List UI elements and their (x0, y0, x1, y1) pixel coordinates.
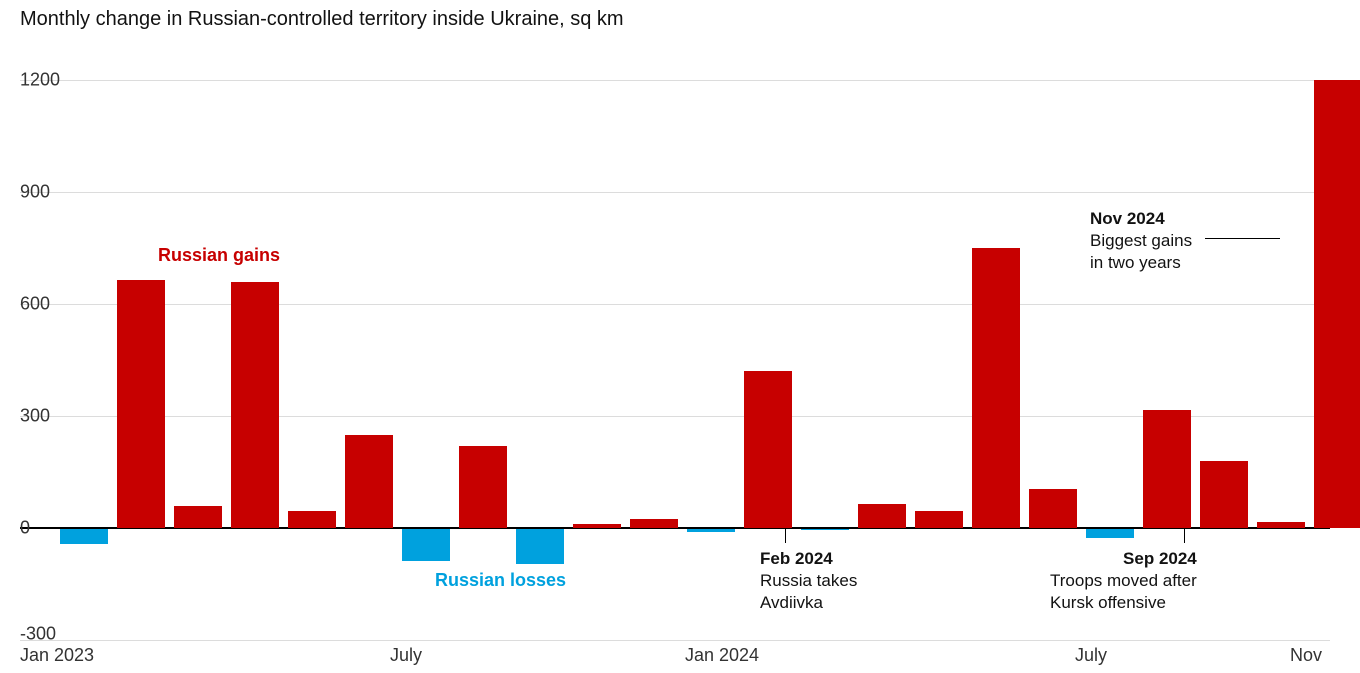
bar (402, 529, 450, 561)
bar (345, 435, 393, 528)
bar (1143, 410, 1191, 528)
annotation-line: Avdiivka (760, 593, 823, 612)
y-axis-label: 900 (20, 182, 50, 203)
bar (1086, 529, 1134, 538)
annotation-sep2024: Sep 2024 Troops moved after Kursk offens… (1050, 548, 1197, 614)
x-axis-label: Jan 2023 (20, 645, 94, 666)
bar (117, 280, 165, 528)
bar (858, 504, 906, 528)
chart-container: Monthly change in Russian-controlled ter… (0, 0, 1360, 673)
chart-plot-area: 1200 900 600 300 0 -300 Russian gains Ru… (20, 80, 1330, 640)
x-axis-label: Nov (1290, 645, 1322, 666)
y-axis-label: 1200 (20, 70, 60, 91)
bar (459, 446, 507, 528)
y-axis-label: -300 (20, 624, 56, 645)
gridline (20, 416, 1330, 417)
gridline (20, 640, 1330, 641)
annotation-title: Feb 2024 (760, 548, 857, 570)
gridline (20, 304, 1330, 305)
legend-gains: Russian gains (158, 245, 280, 266)
x-axis-label: July (390, 645, 422, 666)
legend-losses: Russian losses (435, 570, 566, 591)
bar (1257, 522, 1305, 528)
bar (1200, 461, 1248, 528)
x-axis-label: Jan 2024 (685, 645, 759, 666)
annotation-line: Troops moved after (1050, 571, 1197, 590)
bar (972, 248, 1020, 528)
bar (288, 511, 336, 528)
y-axis-label: 600 (20, 294, 50, 315)
annotation-feb2024: Feb 2024 Russia takes Avdiivka (760, 548, 857, 614)
gridline (20, 80, 1330, 81)
annotation-title: Nov 2024 (1090, 208, 1192, 230)
annotation-tick (1184, 529, 1185, 543)
bar (801, 529, 849, 530)
bar (687, 529, 735, 532)
y-axis-label: 0 (20, 518, 30, 539)
annotation-line: Kursk offensive (1050, 593, 1166, 612)
bar (231, 282, 279, 528)
annotation-nov2024: Nov 2024 Biggest gains in two years (1090, 208, 1192, 274)
bar (60, 529, 108, 544)
annotation-tick (785, 529, 786, 543)
bar (1029, 489, 1077, 528)
gridline (20, 192, 1330, 193)
x-axis-label: July (1075, 645, 1107, 666)
bar (1314, 80, 1360, 528)
y-axis-label: 300 (20, 406, 50, 427)
bar (174, 506, 222, 528)
annotation-title: Sep 2024 (1050, 548, 1197, 570)
annotation-line: Russia takes (760, 571, 857, 590)
annotation-line: Biggest gains (1090, 231, 1192, 250)
bar (573, 524, 621, 528)
bar (516, 529, 564, 564)
chart-title: Monthly change in Russian-controlled ter… (20, 8, 624, 31)
annotation-line: in two years (1090, 253, 1181, 272)
bar (630, 519, 678, 528)
bar (915, 511, 963, 528)
bar (744, 371, 792, 528)
annotation-leader-line (1205, 238, 1280, 239)
